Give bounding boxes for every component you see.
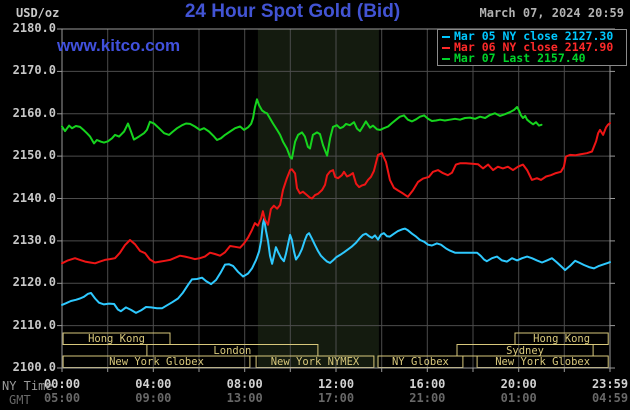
legend-dash-icon (442, 57, 450, 60)
legend-row: Mar 07 Last 2157.40 (442, 51, 626, 65)
y-axis-label: 2170.0 (12, 63, 56, 78)
x-axis-label-gmt: 01:00 (500, 391, 537, 405)
session-label: New York NYMEX (270, 357, 360, 368)
y-axis-label: 2180.0 (12, 21, 56, 35)
x-axis-row-label-ny-time: NY Time (2, 379, 53, 393)
legend-row: Mar 06 NY close 2147.90 (442, 40, 626, 54)
y-axis-label: 2150.0 (12, 148, 56, 163)
legend-row: Mar 05 NY close 2127.30 (442, 29, 626, 43)
x-axis-label-gmt: 09:00 (135, 391, 172, 405)
chart-timestamp: March 07, 2024 20:59 (479, 6, 625, 20)
legend-text: Mar 07 Last 2157.40 (454, 51, 586, 65)
session-box (62, 332, 171, 345)
x-axis-label-ny: 16:00 (409, 377, 446, 391)
price-line-mar-05-ny-close (61, 217, 611, 314)
legend-dash-icon (442, 46, 450, 49)
x-axis-label-gmt: 21:00 (409, 391, 446, 405)
x-axis-label-ny: 20:00 (500, 377, 537, 391)
session-label: New York Globex (495, 357, 591, 368)
price-line-mar-07-last (61, 98, 543, 160)
session-label: Sydney (506, 345, 545, 357)
x-axis-label-gmt: 05:00 (43, 391, 81, 405)
y-axis-label: 2140.0 (12, 190, 56, 205)
legend-text: Mar 06 NY close 2147.90 (454, 40, 614, 54)
y-axis-label: 2130.0 (12, 232, 56, 247)
x-axis-label-ny: 08:00 (226, 377, 263, 391)
x-axis-label-gmt: 04:59 (591, 391, 629, 405)
page-title: 24 Hour Spot Gold (Bid) (184, 1, 401, 22)
legend-dash-icon (442, 35, 450, 38)
x-axis-label-ny: 23:59 (591, 377, 629, 391)
session-label: NY Globex (391, 357, 449, 368)
x-axis-label-gmt: 13:00 (226, 391, 263, 405)
x-axis-label-ny: 12:00 (317, 377, 355, 391)
session-label: Hong Kong (88, 334, 145, 345)
x-axis-row-label-gmt: GMT (9, 393, 31, 407)
legend-text: Mar 05 NY close 2127.30 (454, 29, 614, 43)
x-axis-label-ny: 00:00 (43, 377, 81, 391)
legend-box: Mar 05 NY close 2127.30 Mar 06 NY close 2… (437, 29, 627, 66)
plot-border (61, 28, 611, 369)
x-axis-label-ny: 04:00 (135, 377, 172, 391)
session-label: Hong Kong (533, 334, 591, 345)
y-axis-unit-label: USD/oz (16, 6, 60, 20)
session-label: London (213, 345, 252, 357)
y-axis-label: 2120.0 (12, 275, 56, 290)
x-axis-label-gmt: 17:00 (317, 391, 355, 405)
kitco-watermark-link[interactable]: www.kitco.com (57, 36, 181, 55)
y-axis-label: 2100.0 (12, 360, 56, 374)
price-line-mar-06-ny-close (61, 122, 611, 265)
y-axis-label: 2160.0 (12, 105, 56, 120)
y-axis-label: 2110.0 (12, 317, 56, 332)
session-label: New York Globex (109, 357, 204, 368)
